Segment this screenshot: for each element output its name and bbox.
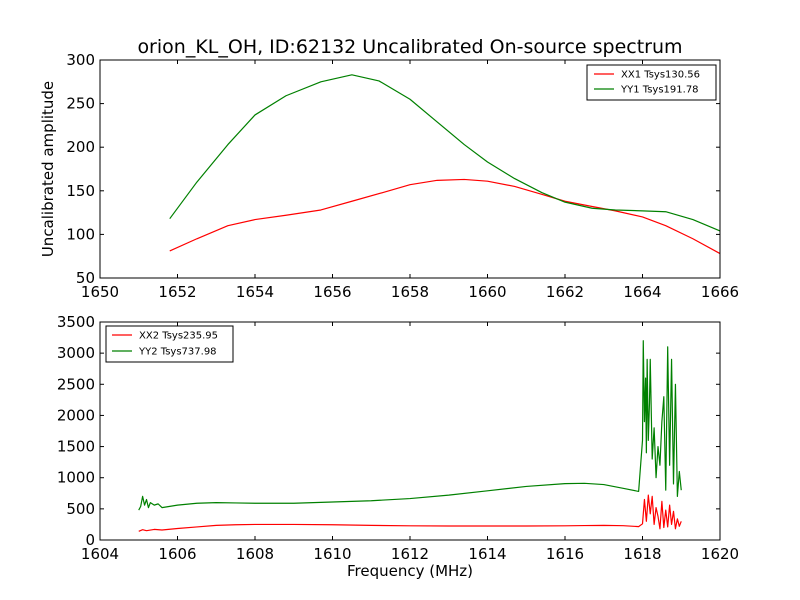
bottom-series-1-line	[138, 494, 682, 532]
top-y-tick-label: 300	[66, 51, 95, 69]
top-x-tick-label: 1654	[236, 283, 274, 301]
top-x-tick-label: 1666	[701, 283, 739, 301]
top-y-tick-label: 50	[76, 269, 95, 287]
top-x-tick-label: 1658	[391, 283, 429, 301]
bottom-plot-lines	[138, 340, 682, 532]
bottom-legend: XX2 Tsys235.95 YY2 Tsys737.98	[105, 325, 234, 363]
top-x-tick-label: 1660	[468, 283, 506, 301]
bottom-x-tick-label: 1606	[158, 545, 196, 563]
bottom-y-tick-label: 0	[85, 531, 95, 549]
bottom-x-tick-label: 1604	[81, 545, 119, 563]
bottom-x-ticks: 1604 1606 1608 1610 1612 1614 1616 1618 1620	[81, 322, 739, 563]
bottom-x-axis-label: Frequency (MHz)	[347, 562, 473, 580]
bottom-y-tick-label: 1000	[57, 469, 95, 487]
top-plot-frame	[99, 59, 721, 279]
bottom-y-tick-label: 500	[66, 500, 95, 518]
top-x-tick-label: 1656	[313, 283, 351, 301]
bottom-plot-frame	[99, 321, 721, 541]
bottom-subplot: Frequency (MHz) 1604 1606 1608 1610 1612 1614…	[57, 313, 739, 580]
bottom-y-tick-label: 2500	[57, 375, 95, 393]
bottom-y-tick-label: 3000	[57, 344, 95, 362]
bottom-y-tick-label: 3500	[57, 313, 95, 331]
bottom-x-tick-label: 1608	[236, 545, 274, 563]
top-subplot: orion_KL_OH, ID:62132 Uncalibrated On-so…	[39, 36, 739, 301]
top-series-1-line	[169, 178, 721, 255]
bottom-x-tick-label: 1620	[701, 545, 739, 563]
bottom-y-ticks: 0 500 1000 1500 2000 2500 3000 3500	[57, 313, 720, 549]
top-chart-title: orion_KL_OH, ID:62132 Uncalibrated On-so…	[137, 36, 682, 58]
top-legend: XX1 Tsys130.56 YY1 Tsys191.78	[586, 64, 717, 101]
top-x-tick-label: 1650	[81, 283, 119, 301]
bottom-x-tick-label: 1614	[468, 545, 506, 563]
top-series-2-line	[169, 74, 721, 232]
top-legend-label-1: XX1 Tsys130.56	[621, 70, 700, 81]
top-x-tick-label: 1662	[546, 283, 584, 301]
bottom-legend-label-2: YY2 Tsys737.98	[138, 347, 217, 358]
bottom-legend-label-1: XX2 Tsys235.95	[139, 331, 218, 342]
bottom-legend-box	[105, 325, 234, 363]
top-y-ticks: 50 100 150 200 250 300	[66, 51, 720, 287]
top-y-axis-label: Uncalibrated amplitude	[39, 81, 57, 257]
top-x-tick-label: 1664	[623, 283, 661, 301]
bottom-y-tick-label: 2000	[57, 406, 95, 424]
top-y-tick-label: 250	[66, 95, 95, 113]
top-legend-box	[586, 64, 717, 101]
top-y-tick-label: 100	[66, 225, 95, 243]
bottom-series-2-line	[138, 340, 682, 511]
top-plot-lines	[169, 74, 721, 255]
bottom-y-tick-label: 1500	[57, 438, 95, 456]
bottom-x-tick-label: 1612	[391, 545, 429, 563]
top-y-tick-label: 200	[66, 138, 95, 156]
top-y-tick-label: 150	[66, 182, 95, 200]
top-x-tick-label: 1652	[158, 283, 196, 301]
bottom-x-tick-label: 1618	[623, 545, 661, 563]
bottom-x-tick-label: 1610	[313, 545, 351, 563]
top-legend-label-2: YY1 Tsys191.78	[620, 85, 699, 96]
bottom-x-tick-label: 1616	[546, 545, 584, 563]
top-x-ticks: 1650 1652 1654 1656 1658 1660 1662 1664 1666	[81, 60, 739, 301]
